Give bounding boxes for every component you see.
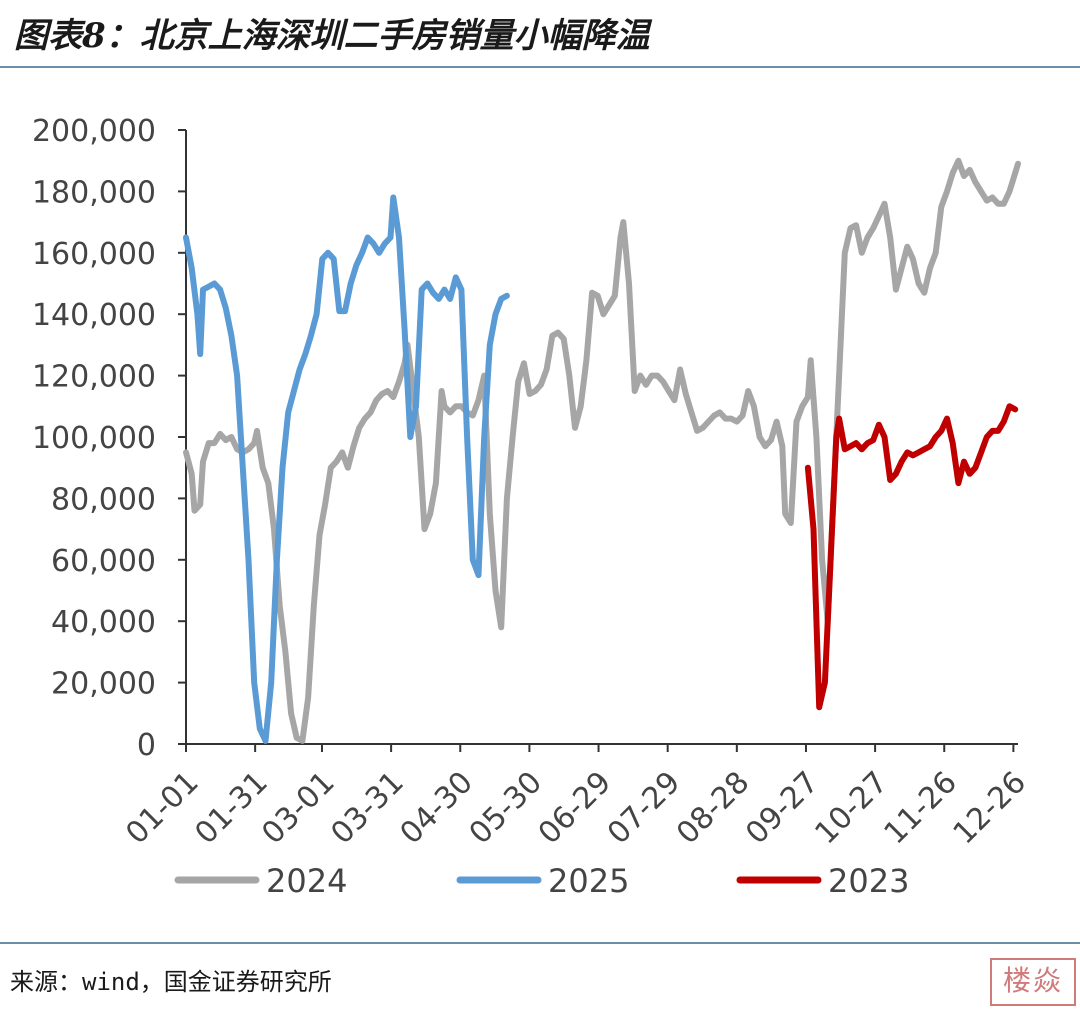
y-tick-label: 20,000: [51, 667, 156, 702]
y-tick-label: 120,000: [32, 360, 156, 395]
x-axis: 01-0101-3103-0103-3104-3005-3006-2907-29…: [119, 743, 1033, 851]
y-tick-label: 40,000: [51, 605, 156, 640]
x-tick-label: 01-01: [119, 765, 205, 851]
y-tick-label: 100,000: [32, 421, 156, 456]
legend: 2024 2025 2023: [174, 862, 909, 900]
legend-label-2023: 2023: [828, 862, 909, 900]
line-chart: 0 20,000 40,000 60,000 80,000 100,000 120,000 1…: [32, 114, 1033, 900]
x-tick-label: 07-29: [601, 765, 687, 851]
y-tick-label: 140,000: [32, 298, 156, 333]
series-line-2025: [183, 194, 510, 744]
legend-label-2024: 2024: [266, 862, 347, 900]
y-tick-label: 200,000: [32, 114, 156, 149]
author-stamp: 楼焱: [990, 958, 1076, 1006]
x-tick-label: 01-31: [188, 765, 274, 851]
chart-title: 图表8：北京上海深圳二手房销量小幅降温: [14, 16, 650, 56]
y-tick-label: 160,000: [32, 237, 156, 272]
y-tick-label: 0: [137, 728, 156, 763]
x-tick-label: 05-30: [463, 765, 549, 851]
x-tick-label: 10-27: [808, 765, 894, 851]
bottom-divider: [0, 942, 1080, 944]
x-tick-label: 11-26: [878, 765, 964, 851]
series-lines: [183, 157, 1021, 744]
series-line-2024: [183, 157, 1021, 744]
x-tick-label: 03-31: [324, 765, 410, 851]
source-note: 来源：wind，国金证券研究所: [10, 968, 332, 996]
x-tick-label: 04-30: [394, 765, 480, 851]
x-tick-label: 03-01: [255, 765, 341, 851]
top-divider: [0, 66, 1080, 68]
x-tick-label: 12-26: [947, 765, 1033, 851]
y-tick-label: 180,000: [32, 175, 156, 210]
y-axis: 0 20,000 40,000 60,000 80,000 100,000 120,000 1…: [32, 114, 187, 763]
legend-label-2025: 2025: [548, 862, 629, 900]
series-line-2023: [804, 403, 1019, 711]
x-tick-label: 06-29: [532, 765, 618, 851]
x-tick-label: 08-28: [670, 765, 756, 851]
y-tick-label: 80,000: [51, 482, 156, 517]
x-tick-label: 09-27: [739, 765, 825, 851]
y-tick-label: 60,000: [51, 544, 156, 579]
